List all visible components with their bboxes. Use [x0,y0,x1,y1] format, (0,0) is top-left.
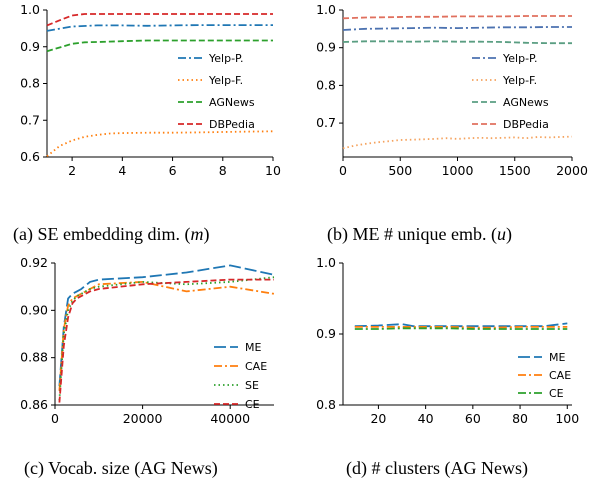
series-line-dbpedia [46,13,273,27]
series-line-dbpedia [342,15,572,20]
y-tick-label: 1.0 [20,2,40,17]
series-line-yelp-f- [46,130,274,157]
x-tick-label: 40 [418,411,434,426]
y-tick-label: 0.7 [20,112,40,127]
legend-label: Yelp-F. [502,74,537,87]
legend-label: Yelp-P. [502,52,537,65]
y-tick-label: 0.9 [20,39,40,54]
panel-a: 0.6 0.7 0.8 0.9 1.0 2 4 6 8 10 Yelp-P. Yelp-F. AGNew… [13,2,281,245]
y-tick-label: 0.88 [20,350,48,365]
x-tick-label: 10 [265,163,281,178]
legend-label: AGNews [503,96,549,109]
panel-caption: (d) # clusters (AG News) [346,458,528,479]
legend: ME CAE CE [518,351,571,400]
series-line-ce [354,327,568,330]
x-tick-label: 60 [465,411,481,426]
y-tick-label: 0.6 [20,149,40,164]
y-tick-label: 0.86 [20,397,48,412]
y-tick-label: 0.8 [20,76,40,91]
panel-b: 0.70.80.91.00 500 1000 1500 2000Yelp-P.Yelp-… [316,2,588,245]
x-tick-label: 2 [68,163,76,178]
y-tick-label: 1.0 [316,255,336,270]
panel-caption: (c) Vocab. size (AG News) [24,458,218,479]
series-line-yelp-p- [46,24,273,32]
legend-label: Yelp-P. [208,52,243,65]
series-line-agnews [342,40,572,45]
panel-c: 0.86 0.88 0.90 0.92 0 20000 40000 ME CAE SE CE (c) … [20,255,275,479]
series-line-yelp-p- [342,26,572,31]
series-line-me [354,322,568,328]
legend-label: DBPedia [209,118,255,131]
series-line-ce [58,278,274,403]
y-tick-label: 0.9 [316,326,336,341]
y-tick-label: 0.8 [316,77,336,92]
panel-d: 0.8 0.9 1.0 20 40 60 80 100 ME CAE CE (d) # cluster… [316,255,579,479]
legend-label: DBPedia [503,118,549,131]
legend-label: CAE [245,360,267,373]
y-tick-label: 0.90 [20,302,48,317]
legend: Yelp-P. Yelp-F. AGNews DBPedia [178,52,255,131]
x-tick-label: 2000 [556,163,588,178]
legend: Yelp-P. Yelp-F. AGNews DBPedia [472,52,549,131]
legend: ME CAE SE CE [214,341,267,411]
x-tick-label: 0 [339,163,347,178]
x-tick-label: 100 [555,411,579,426]
x-tick-label: 1000 [442,163,474,178]
legend-label: SE [245,379,259,392]
series-line-me [58,264,275,387]
y-tick-label: 0.9 [316,40,336,55]
x-tick-label: 1500 [499,163,531,178]
y-tick-label: 0.8 [316,397,336,412]
x-tick-label: 40000 [210,411,250,426]
series-line-se [58,276,275,401]
series-line-cae [58,280,275,391]
panel-caption: (a) SE embedding dim. (m) [13,224,209,245]
y-tick-label: 0.7 [316,115,336,130]
x-tick-label: 80 [512,411,528,426]
series-line-agnews [46,39,273,53]
y-tick-label: 0.92 [20,255,48,270]
legend-label: Yelp-F. [208,74,243,87]
x-tick-label: 500 [388,163,412,178]
legend-label: CE [245,398,260,411]
x-tick-label: 20 [370,411,386,426]
legend-label: CAE [549,369,571,382]
legend-label: CE [549,387,564,400]
legend-label: ME [549,351,565,364]
legend-label: AGNews [209,96,255,109]
panel-caption: (b) ME # unique emb. (u) [327,224,512,245]
x-tick-label: 8 [219,163,227,178]
series-line-cae [354,325,568,329]
series-line-yelp-f- [342,135,573,150]
x-tick-label: 20000 [123,411,163,426]
x-tick-label: 4 [118,163,126,178]
x-tick-label: 0 [51,411,59,426]
legend-label: ME [245,341,261,354]
x-tick-label: 6 [169,163,177,178]
y-tick-label: 1.0 [316,2,336,17]
